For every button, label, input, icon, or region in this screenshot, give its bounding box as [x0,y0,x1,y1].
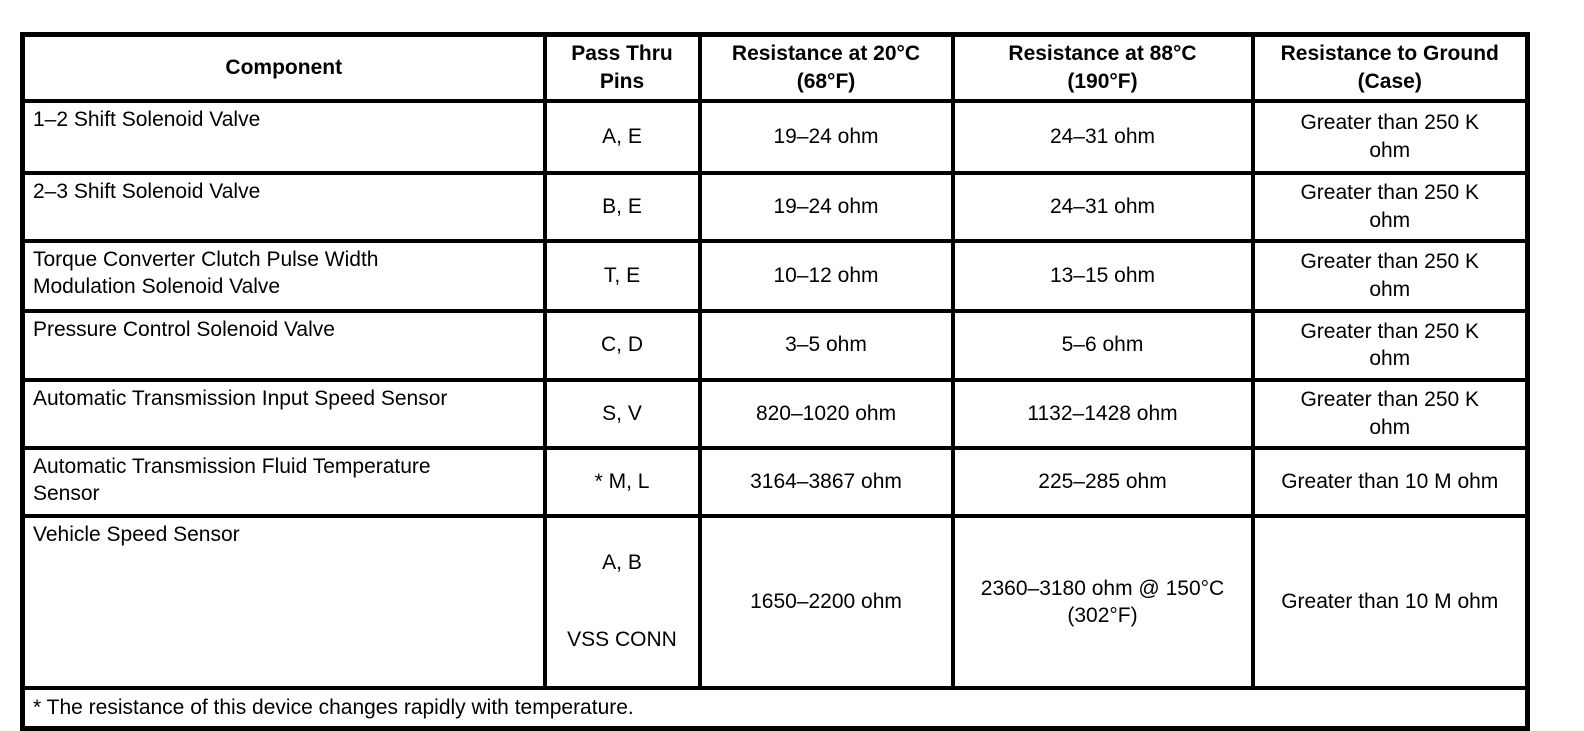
table-row: Pressure Control Solenoid Valve C, D 3–5… [20,308,1530,382]
resistance-ground-cell: Greater than 10 M ohm [1250,445,1530,518]
table-row: Torque Converter Clutch Pulse Width Modu… [20,238,1530,313]
header-pass-thru-pins: Pass Thru Pins [542,32,702,103]
resistance-88c-cell: 24–31 ohm [950,98,1255,175]
resistance-20c-cell: 3–5 ohm [697,308,955,382]
resistance-ground-cell: Greater than 250 K ohm [1250,308,1530,382]
pins-secondary: VSS CONN [567,627,677,651]
footnote-row: * The resistance of this device changes … [20,686,1530,731]
component-cell: Vehicle Speed Sensor [20,513,547,691]
header-resistance-88c: Resistance at 88°C (190°F) [950,32,1255,103]
pins-primary: A, B [602,550,642,574]
resistance-ground-cell: Greater than 250 K ohm [1250,170,1530,243]
pins-cell: * M, L [542,445,702,518]
table-row: Vehicle Speed Sensor A, B VSS CONN 1650–… [20,513,1530,691]
resistance-88c-cell: 225–285 ohm [950,445,1255,518]
header-component: Component [20,32,547,103]
resistance-20c-cell: 19–24 ohm [697,98,955,175]
resistance-ground-cell: Greater than 250 K ohm [1250,238,1530,313]
table-header-row: Component Pass Thru Pins Resistance at 2… [20,32,1530,103]
table-row: 1–2 Shift Solenoid Valve A, E 19–24 ohm … [20,98,1530,175]
resistance-88c-cell: 1132–1428 ohm [950,377,1255,450]
resistance-20c-cell: 1650–2200 ohm [697,513,955,691]
resistance-88c-cell: 5–6 ohm [950,308,1255,382]
pins-cell: S, V [542,377,702,450]
component-cell: Automatic Transmission Fluid Temperature… [20,445,547,518]
resistance-88c-cell: 24–31 ohm [950,170,1255,243]
pins-cell: B, E [542,170,702,243]
component-cell: Torque Converter Clutch Pulse Width Modu… [20,238,547,313]
pins-cell: T, E [542,238,702,313]
header-resistance-ground: Resistance to Ground (Case) [1250,32,1530,103]
resistance-88c-cell: 13–15 ohm [950,238,1255,313]
resistance-20c-cell: 10–12 ohm [697,238,955,313]
pins-cell: C, D [542,308,702,382]
resistance-ground-cell: Greater than 250 K ohm [1250,98,1530,175]
resistance-spec-table: Component Pass Thru Pins Resistance at 2… [20,32,1530,731]
pins-cell: A, E [542,98,702,175]
table-row: Automatic Transmission Input Speed Senso… [20,377,1530,450]
component-cell: 2–3 Shift Solenoid Valve [20,170,547,243]
resistance-20c-cell: 3164–3867 ohm [697,445,955,518]
component-cell: Automatic Transmission Input Speed Senso… [20,377,547,450]
header-resistance-20c: Resistance at 20°C (68°F) [697,32,955,103]
table-row: 2–3 Shift Solenoid Valve B, E 19–24 ohm … [20,170,1530,243]
footnote-text: * The resistance of this device changes … [20,686,1530,731]
resistance-ground-cell: Greater than 250 K ohm [1250,377,1530,450]
table-row: Automatic Transmission Fluid Temperature… [20,445,1530,518]
pins-split-container: A, B VSS CONN [549,545,696,659]
resistance-20c-cell: 820–1020 ohm [697,377,955,450]
pins-cell: A, B VSS CONN [542,513,702,691]
resistance-88c-cell: 2360–3180 ohm @ 150°C (302°F) [950,513,1255,691]
component-cell: 1–2 Shift Solenoid Valve [20,98,547,175]
resistance-20c-cell: 19–24 ohm [697,170,955,243]
resistance-ground-cell: Greater than 10 M ohm [1250,513,1530,691]
component-cell: Pressure Control Solenoid Valve [20,308,547,382]
